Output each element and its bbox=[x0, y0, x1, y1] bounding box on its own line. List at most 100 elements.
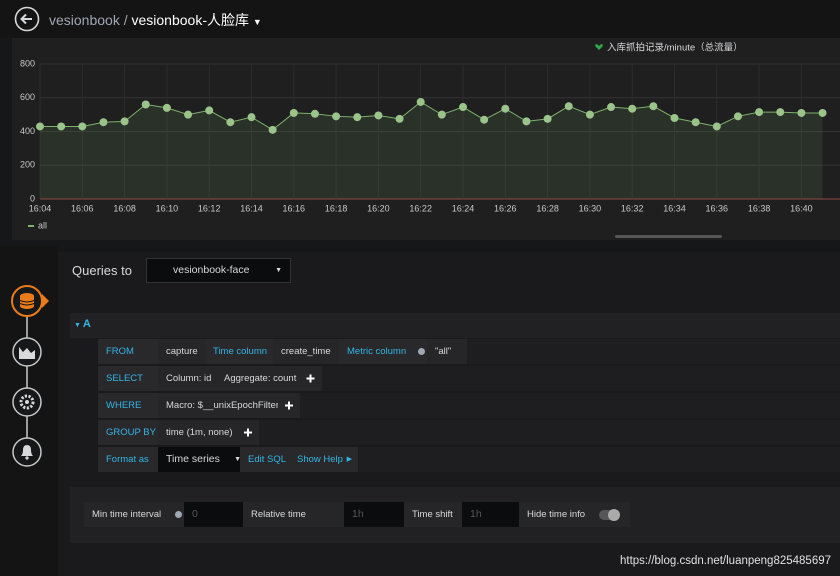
point bbox=[543, 114, 552, 123]
query-part[interactable]: Macro: $__unixEpochFilter bbox=[158, 393, 284, 418]
caret: ▼ bbox=[234, 456, 241, 463]
x-tick-label: 16:26 bbox=[494, 203, 517, 213]
point bbox=[607, 103, 616, 112]
gutter bbox=[0, 38, 12, 240]
query-header bbox=[70, 313, 840, 338]
info-icon bbox=[175, 511, 182, 518]
x-tick-label: 16:30 bbox=[579, 203, 602, 213]
query-part[interactable]: Show Help ▶ bbox=[289, 447, 358, 472]
keyword: SELECT bbox=[98, 366, 164, 391]
point bbox=[120, 117, 129, 126]
x-tick-label: 16:36 bbox=[706, 203, 729, 213]
x-tick-label: 16:16 bbox=[283, 203, 306, 213]
caret: ▶ bbox=[346, 456, 352, 463]
queries-to-label: Queries to bbox=[72, 263, 132, 278]
y-tick-label: 600 bbox=[20, 92, 35, 102]
point bbox=[776, 108, 785, 117]
option-input[interactable]: 0 bbox=[184, 502, 248, 527]
query-ref[interactable]: ▼ A bbox=[74, 318, 91, 330]
top-bar bbox=[0, 0, 840, 38]
query-part[interactable]: "all" bbox=[427, 339, 467, 364]
datasource-name[interactable]: vesionbook-face bbox=[173, 264, 250, 276]
x-tick-label: 16:40 bbox=[790, 203, 813, 213]
option-label: Time shift bbox=[404, 502, 469, 527]
query-part[interactable]: create_time bbox=[273, 339, 345, 364]
x-tick-label: 16:08 bbox=[113, 203, 136, 213]
point bbox=[437, 110, 446, 119]
query-part[interactable]: Time series ▼ bbox=[158, 447, 246, 472]
dashboard-title[interactable]: vesionbook-人脸库 bbox=[131, 12, 250, 28]
point bbox=[733, 112, 742, 121]
query-part[interactable]: Time column bbox=[205, 339, 279, 364]
point bbox=[480, 115, 489, 124]
point bbox=[184, 110, 193, 119]
alert-heart bbox=[595, 44, 603, 50]
option-label: Hide time info bbox=[519, 502, 599, 527]
point bbox=[501, 104, 510, 113]
info-icon bbox=[418, 348, 425, 355]
add-button[interactable] bbox=[278, 393, 300, 418]
query-part[interactable]: capture bbox=[158, 339, 211, 364]
y-tick-label: 800 bbox=[20, 58, 35, 68]
point bbox=[459, 103, 467, 112]
option-input[interactable]: 1h bbox=[344, 502, 408, 527]
query-part[interactable]: Edit SQL bbox=[240, 447, 295, 472]
query-part[interactable]: time (1m, none) bbox=[158, 420, 243, 445]
x-tick-label: 16:06 bbox=[71, 203, 94, 213]
x-tick-label: 16:24 bbox=[452, 203, 475, 213]
option-input[interactable]: 1h bbox=[462, 502, 526, 527]
plus-icon[interactable] bbox=[278, 393, 300, 418]
point bbox=[649, 102, 658, 111]
point bbox=[416, 97, 425, 106]
back-button[interactable] bbox=[14, 6, 40, 32]
point bbox=[755, 108, 764, 117]
query-part[interactable]: Metric column bbox=[339, 339, 433, 364]
breadcrumb-parent[interactable]: vesionbook bbox=[49, 12, 120, 28]
scrollbar[interactable] bbox=[615, 235, 722, 238]
x-tick-label: 16:32 bbox=[621, 203, 644, 213]
chart-panel: 入库抓拍记录/minute（总流量） 0 200 400 600 800 16:04 16:… bbox=[0, 38, 840, 240]
x-tick-label: 16:18 bbox=[325, 203, 348, 213]
point bbox=[57, 122, 66, 131]
point bbox=[78, 122, 87, 131]
keyword: GROUP BY bbox=[98, 420, 164, 445]
point bbox=[797, 108, 806, 117]
point bbox=[712, 122, 721, 131]
query-part[interactable]: Column: id bbox=[158, 366, 222, 391]
point bbox=[289, 108, 298, 117]
point bbox=[205, 106, 214, 115]
point bbox=[522, 117, 531, 126]
separator: / bbox=[123, 12, 128, 28]
plus-icon[interactable] bbox=[237, 420, 259, 445]
datasource-picker[interactable]: vesionbook-face ▼ bbox=[146, 258, 291, 283]
y-tick-label: 0 bbox=[30, 193, 35, 203]
point bbox=[226, 118, 235, 127]
breadcrumb[interactable]: vesionbook / vesionbook-人脸库 ▼ bbox=[49, 10, 262, 30]
point bbox=[395, 114, 404, 123]
x-tick-label: 16:04 bbox=[29, 203, 52, 213]
point bbox=[818, 108, 827, 117]
toggle-cell[interactable] bbox=[591, 502, 630, 527]
keyword: Format as bbox=[98, 447, 164, 472]
point bbox=[691, 118, 700, 127]
x-tick-label: 16:38 bbox=[748, 203, 771, 213]
query-ref-name[interactable]: A bbox=[82, 318, 91, 330]
legend-entry: all bbox=[38, 220, 47, 230]
x-tick-label: 16:12 bbox=[198, 203, 221, 213]
add-button[interactable] bbox=[237, 420, 259, 445]
x-tick-label: 16:22 bbox=[409, 203, 432, 213]
point bbox=[247, 113, 256, 122]
toggle-knob bbox=[608, 509, 620, 521]
query-part[interactable]: Aggregate: count bbox=[216, 366, 305, 391]
point bbox=[99, 118, 108, 127]
watermark: https://blog.csdn.net/luanpeng825485697 bbox=[620, 555, 832, 567]
y-tick-label: 200 bbox=[20, 160, 35, 170]
option-label: Min time interval bbox=[84, 502, 190, 527]
x-tick-label: 16:20 bbox=[367, 203, 390, 213]
x-tick-label: 16:10 bbox=[156, 203, 179, 213]
option-label: Relative time bbox=[243, 502, 350, 527]
point bbox=[310, 109, 319, 118]
add-button[interactable] bbox=[299, 366, 322, 391]
plus-icon[interactable] bbox=[299, 366, 322, 391]
